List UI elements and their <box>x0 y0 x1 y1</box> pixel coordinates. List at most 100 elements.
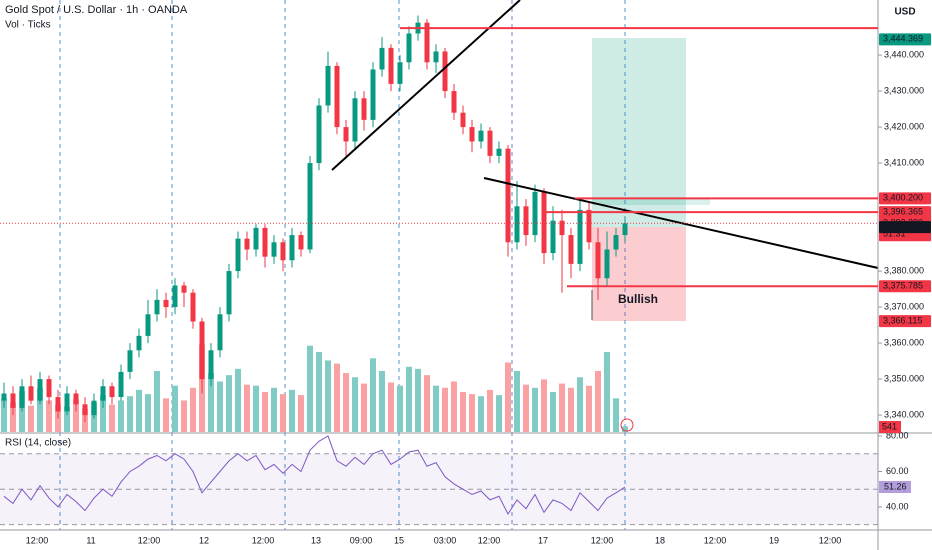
candle-body <box>163 299 169 308</box>
x-tick-label: 03:00 <box>434 535 457 545</box>
candle-body <box>82 404 88 416</box>
volume-bar <box>397 385 403 432</box>
volume-bar <box>190 387 196 432</box>
candle-body <box>208 350 214 380</box>
candle-body <box>100 386 106 401</box>
candle-body <box>181 285 187 293</box>
volume-bar <box>532 387 538 432</box>
candle-body <box>28 386 34 401</box>
candle-body <box>469 127 475 142</box>
x-tick-label: 12:00 <box>138 535 161 545</box>
volume-bar <box>226 375 232 432</box>
volume-bar <box>514 370 520 432</box>
price-badge-label: 3,392.210 <box>883 221 923 231</box>
annotation: Bullish <box>618 292 658 306</box>
volume-bar <box>541 379 547 432</box>
rsi-badge <box>879 480 911 493</box>
volume-bar <box>424 375 430 432</box>
price-badge <box>879 280 931 293</box>
volume-bar <box>433 385 439 432</box>
volume-bar <box>262 392 268 432</box>
candle-body <box>289 235 295 261</box>
volume-bar <box>208 373 214 432</box>
candle-body <box>487 130 493 156</box>
candle-body <box>307 163 313 250</box>
volume-bar <box>253 385 259 432</box>
candle-body <box>64 393 70 412</box>
candle-body <box>424 22 430 63</box>
volume-bar <box>289 389 295 432</box>
price-badge-label: 3,444.369 <box>883 34 923 44</box>
x-tick-label: 12:00 <box>26 535 49 545</box>
volume-bar <box>154 370 160 432</box>
volume-bar <box>298 395 304 432</box>
volume-bar <box>271 387 277 432</box>
candle-body <box>622 223 628 236</box>
volume-bar <box>370 358 376 432</box>
rsi-tick-label: 60.00 <box>886 466 909 476</box>
volume-bar <box>622 426 628 432</box>
volume-bar <box>64 406 70 432</box>
candle-body <box>478 130 484 142</box>
volume-bar <box>577 377 583 432</box>
y-tick-label: 3,440.000 <box>884 49 924 59</box>
volume-bar <box>406 366 412 432</box>
candle-body <box>37 379 43 401</box>
price-badge <box>879 221 931 234</box>
volume-bar <box>181 400 187 432</box>
candle-body <box>613 235 619 250</box>
volume-bar <box>280 394 286 432</box>
rsi-title: RSI (14, close) <box>5 438 71 449</box>
volume-bar <box>523 384 529 432</box>
volume-bar <box>568 387 574 432</box>
rsi-line <box>3 435 626 516</box>
volume-bar <box>505 362 511 432</box>
y-tick-label: 3,380.000 <box>884 265 924 275</box>
volume-bar <box>334 363 340 432</box>
x-tick-label: 17 <box>538 535 548 545</box>
volume-badge-label: 541 <box>882 421 897 431</box>
volume-bar <box>361 383 367 432</box>
candle-body <box>280 242 286 261</box>
candle-body <box>235 238 241 272</box>
candle-body <box>577 209 583 264</box>
volume-badge <box>879 421 901 433</box>
volume-bar <box>352 377 358 432</box>
candle-body <box>559 220 565 236</box>
volume-bar <box>46 400 52 432</box>
candle-body <box>361 98 367 120</box>
candle-body <box>73 393 79 405</box>
volume-bar <box>487 389 493 432</box>
session-lines <box>59 0 626 530</box>
candle-body <box>397 62 403 84</box>
x-tick-label: 09:00 <box>350 535 373 545</box>
volume-bar <box>163 398 169 432</box>
candle-body <box>460 112 466 128</box>
candle-body <box>523 206 529 236</box>
volume-bar <box>118 400 124 432</box>
candle-body <box>451 91 457 113</box>
volume-bar <box>496 395 502 432</box>
price-badge <box>879 315 931 328</box>
price-badge <box>879 33 931 46</box>
candle-body <box>496 148 502 156</box>
x-tick-label: 18 <box>655 535 665 545</box>
y-tick-label: 3,410.000 <box>884 157 924 167</box>
volume-bar <box>28 405 34 432</box>
candle-body <box>433 51 439 63</box>
candle-body <box>91 400 97 416</box>
volume-bar <box>604 352 610 432</box>
candle-body <box>568 235 574 264</box>
alert-icon <box>620 418 634 432</box>
candle-body <box>154 299 160 315</box>
subtitle: Vol · Ticks <box>5 20 51 31</box>
candle-body <box>370 69 376 120</box>
candle-body <box>172 285 178 308</box>
x-tick-label: 12:00 <box>591 535 614 545</box>
volume-bar <box>307 345 313 432</box>
candle-body <box>262 227 268 257</box>
volume-bar <box>442 387 448 432</box>
y-tick-label: 3,360.000 <box>884 337 924 347</box>
candle-body <box>271 242 277 257</box>
price-badge-label: 3,375.785 <box>883 281 923 291</box>
